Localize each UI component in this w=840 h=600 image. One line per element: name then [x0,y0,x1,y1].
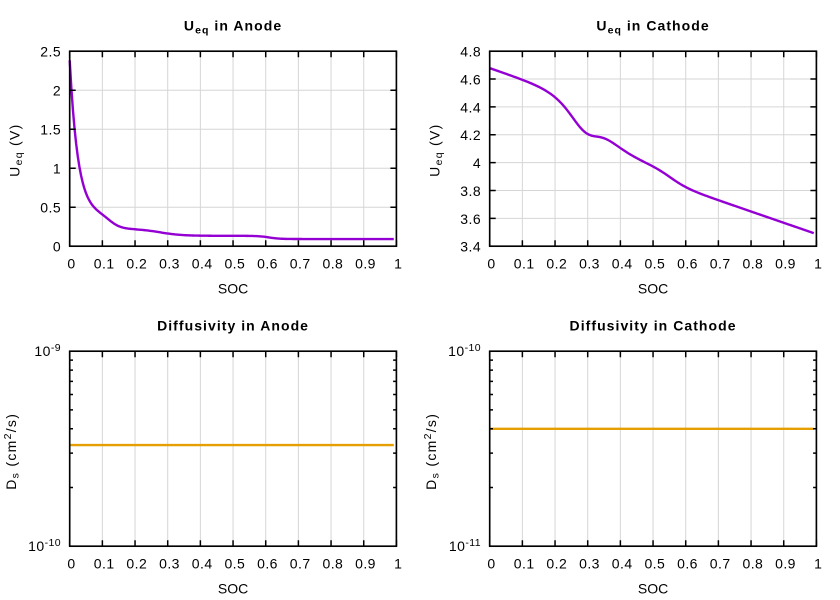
svg-text:1.5: 1.5 [40,122,61,138]
svg-text:3.8: 3.8 [460,183,481,199]
svg-text:0.9: 0.9 [355,556,376,572]
svg-text:0.2: 0.2 [126,556,147,572]
svg-text:1: 1 [814,556,822,572]
svg-text:1: 1 [53,161,61,177]
svg-text:0.6: 0.6 [677,556,698,572]
svg-text:0.6: 0.6 [677,256,698,272]
svg-text:0.3: 0.3 [159,556,180,572]
svg-text:3.4: 3.4 [460,239,481,255]
svg-text:0.1: 0.1 [94,556,115,572]
svg-text:Ueq (V): Ueq (V) [7,123,25,176]
svg-text:Ueq in Cathode: Ueq in Cathode [596,18,709,37]
svg-text:0.6: 0.6 [257,256,278,272]
svg-text:0.1: 0.1 [514,556,535,572]
svg-text:0: 0 [67,556,75,572]
svg-text:0.5: 0.5 [40,200,61,216]
svg-text:0.6: 0.6 [257,556,278,572]
svg-text:0.7: 0.7 [710,256,731,272]
svg-text:0.1: 0.1 [514,256,535,272]
svg-text:0.8: 0.8 [322,556,343,572]
svg-text:4.2: 4.2 [460,127,481,143]
svg-text:0: 0 [53,239,61,255]
svg-text:SOC: SOC [638,281,668,297]
svg-text:0.5: 0.5 [224,556,245,572]
svg-text:0.3: 0.3 [579,256,600,272]
svg-text:0.9: 0.9 [775,256,796,272]
svg-text:0.5: 0.5 [644,556,665,572]
svg-text:0.4: 0.4 [192,556,213,572]
svg-text:4.8: 4.8 [460,44,481,60]
svg-text:0.1: 0.1 [94,256,115,272]
svg-text:0.7: 0.7 [290,256,311,272]
svg-text:1: 1 [814,256,822,272]
svg-text:0.8: 0.8 [322,256,343,272]
svg-text:0.9: 0.9 [355,256,376,272]
svg-text:0.4: 0.4 [612,256,633,272]
svg-text:0.3: 0.3 [159,256,180,272]
svg-text:0.9: 0.9 [775,556,796,572]
svg-text:Ds (cm2/s): Ds (cm2/s) [2,413,22,490]
svg-text:Ds (cm2/s): Ds (cm2/s) [422,413,442,490]
svg-text:Diffusivity in Anode: Diffusivity in Anode [157,318,309,334]
svg-text:0.2: 0.2 [546,256,567,272]
svg-text:0.2: 0.2 [126,256,147,272]
svg-text:2: 2 [53,83,61,99]
svg-text:0: 0 [487,556,495,572]
svg-text:SOC: SOC [218,581,248,597]
svg-text:0.5: 0.5 [224,256,245,272]
svg-text:4.4: 4.4 [460,99,481,115]
svg-text:0.3: 0.3 [579,556,600,572]
svg-text:3.6: 3.6 [460,211,481,227]
svg-text:0.4: 0.4 [192,256,213,272]
svg-text:0.8: 0.8 [742,556,763,572]
svg-text:1: 1 [394,556,402,572]
svg-text:1: 1 [394,256,402,272]
svg-text:SOC: SOC [638,581,668,597]
svg-text:0.2: 0.2 [546,556,567,572]
svg-text:4.6: 4.6 [460,72,481,88]
svg-text:0: 0 [67,256,75,272]
svg-text:0.7: 0.7 [710,556,731,572]
svg-text:2.5: 2.5 [40,44,61,60]
svg-text:Ueq (V): Ueq (V) [427,123,445,176]
svg-text:0.8: 0.8 [742,256,763,272]
svg-text:Diffusivity in Cathode: Diffusivity in Cathode [570,318,737,334]
svg-text:0.5: 0.5 [644,256,665,272]
svg-text:4: 4 [473,155,481,171]
svg-text:0: 0 [487,256,495,272]
svg-text:0.4: 0.4 [612,556,633,572]
svg-text:SOC: SOC [218,281,248,297]
svg-text:0.7: 0.7 [290,556,311,572]
